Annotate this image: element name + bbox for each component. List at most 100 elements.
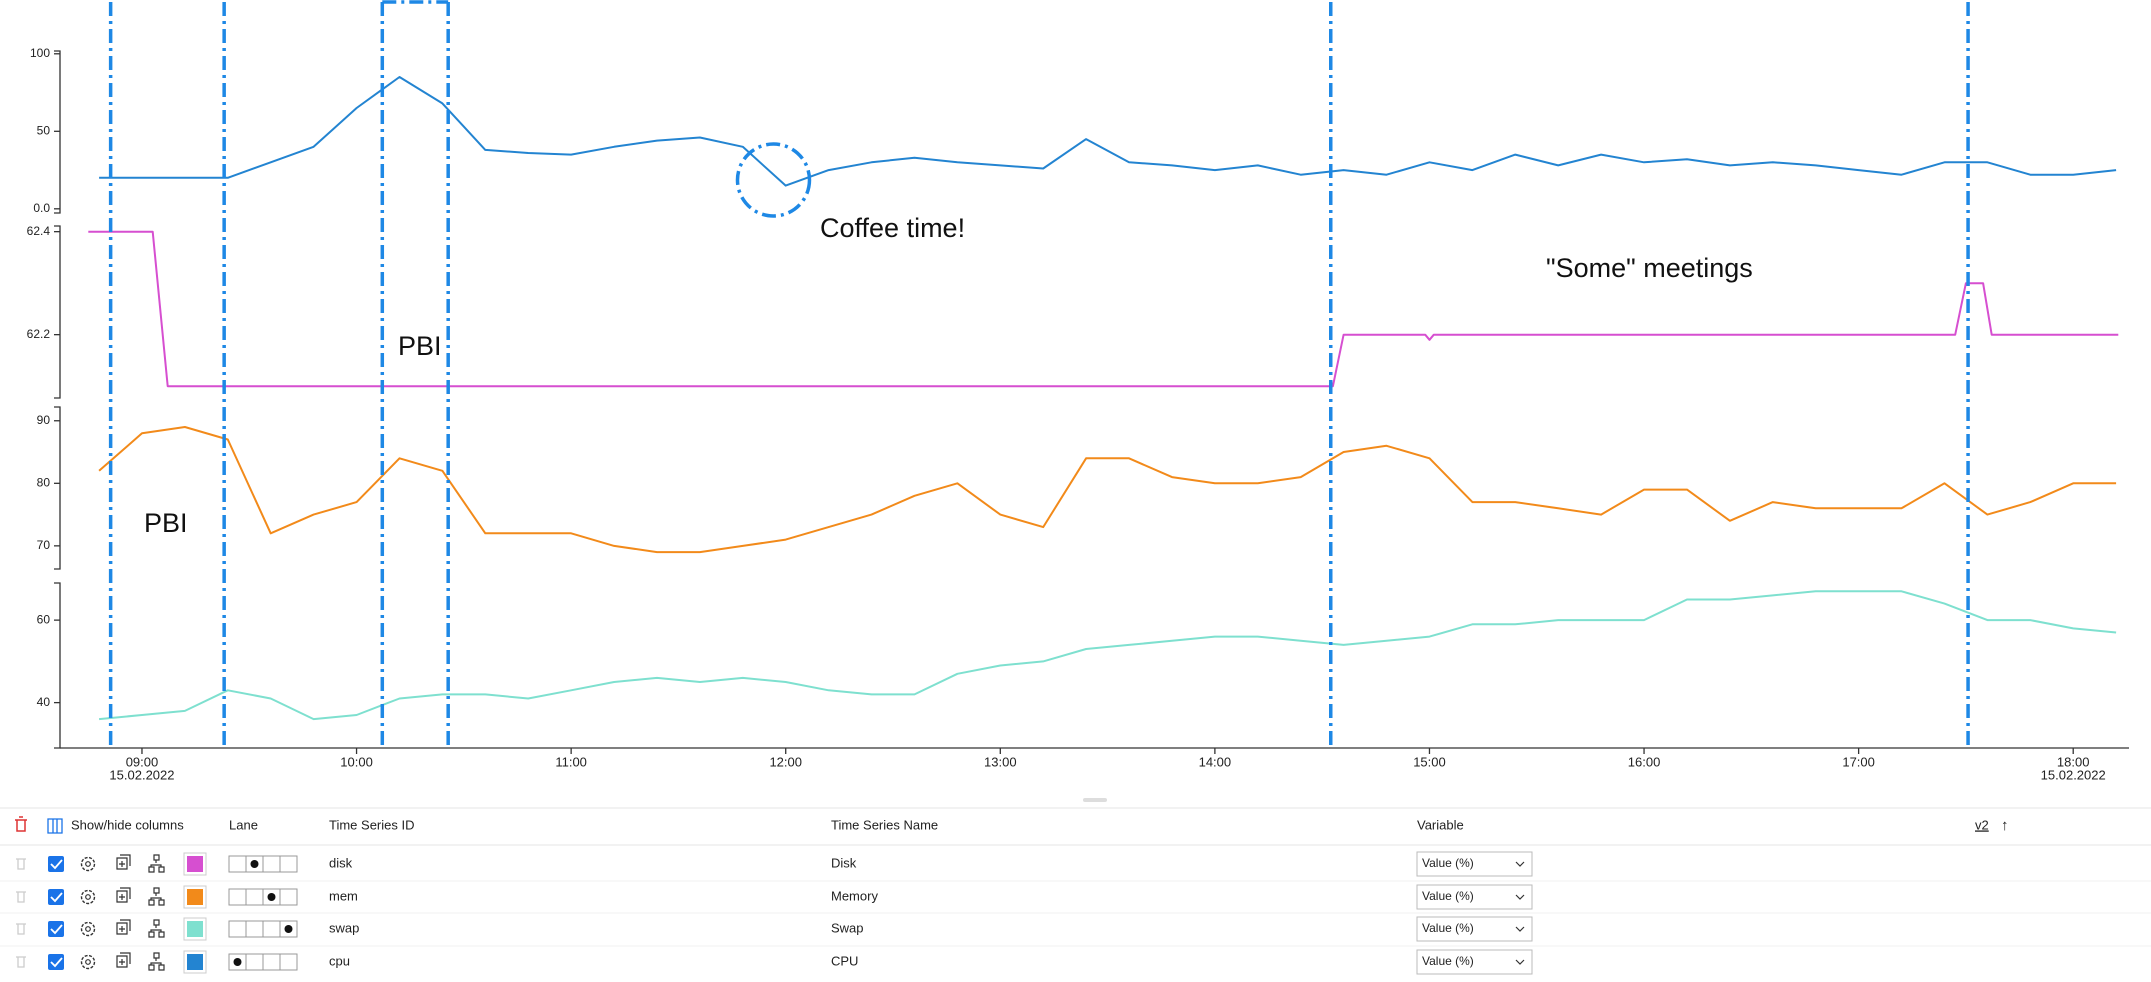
series-name: Memory xyxy=(831,888,878,903)
y-tick-label: 90 xyxy=(37,413,51,427)
settings-hub xyxy=(85,894,91,900)
variable-dropdown[interactable]: Value (%) xyxy=(1416,916,1533,942)
y-tick-label: 0.0 xyxy=(33,201,50,215)
column-header[interactable]: Time Series Name xyxy=(831,817,938,832)
sort-arrow[interactable]: ↑ xyxy=(2001,817,2009,834)
settings-icon[interactable] xyxy=(80,921,96,937)
x-tick-label: 18:00 xyxy=(2057,754,2090,769)
annotation: Coffee time! xyxy=(820,213,965,243)
duplicate-icon[interactable] xyxy=(116,887,131,903)
lane-dot xyxy=(233,958,242,966)
dropdown-value: Value (%) xyxy=(1422,954,1474,968)
column-header[interactable]: Variable xyxy=(1417,817,1464,832)
settings-hub xyxy=(85,959,91,965)
lane-dot xyxy=(250,860,259,868)
x-tick-label: 12:00 xyxy=(769,754,802,769)
y-tick-label: 50 xyxy=(37,123,51,137)
annotation: PBI xyxy=(398,331,442,361)
show-hide-columns[interactable]: Show/hide columns xyxy=(47,817,184,834)
visible-checkbox[interactable] xyxy=(48,954,64,970)
x-tick-label: 14:00 xyxy=(1199,754,1232,769)
lane-box[interactable] xyxy=(262,855,281,873)
duplicate-icon[interactable] xyxy=(116,919,131,935)
chevron xyxy=(1515,894,1525,900)
series-name: CPU xyxy=(831,953,858,968)
hierarchy-icon[interactable] xyxy=(148,854,165,873)
variable-dropdown[interactable]: Value (%) xyxy=(1416,851,1533,877)
hierarchy-icon[interactable] xyxy=(148,952,165,971)
y-tick-label: 62.2 xyxy=(27,327,51,341)
y-axis xyxy=(54,406,61,570)
sort-column[interactable]: v2 xyxy=(1975,817,1989,832)
check xyxy=(50,859,63,870)
y-tick-label: 60 xyxy=(37,612,51,626)
duplicate-icon[interactable] xyxy=(116,952,131,968)
y-axis xyxy=(54,225,61,399)
dropdown-box xyxy=(1416,949,1533,975)
dropdown-value: Value (%) xyxy=(1422,889,1474,903)
lane-box[interactable] xyxy=(279,855,298,873)
lane-box[interactable] xyxy=(245,888,264,906)
annotation: PBI xyxy=(144,508,188,538)
chevron xyxy=(1515,959,1525,965)
x-tick-label: 17:00 xyxy=(1842,754,1875,769)
settings-icon[interactable] xyxy=(80,856,96,872)
hierarchy-icon[interactable] xyxy=(148,919,165,938)
variable-dropdown[interactable]: Value (%) xyxy=(1416,884,1533,910)
row-delete[interactable] xyxy=(16,858,26,870)
dropdown-box xyxy=(1416,884,1533,910)
y-tick-label: 100 xyxy=(30,46,50,60)
lane-box[interactable] xyxy=(279,953,298,971)
color-swatch xyxy=(187,921,203,937)
color-swatch xyxy=(187,889,203,905)
y-axis xyxy=(54,582,61,749)
lane-box[interactable] xyxy=(279,888,298,906)
lane-box[interactable] xyxy=(245,953,264,971)
visible-checkbox[interactable] xyxy=(48,921,64,937)
series-line xyxy=(88,230,2119,388)
icon xyxy=(15,816,27,832)
splitter-handle[interactable] xyxy=(1083,798,1107,802)
series-id: mem xyxy=(329,888,358,903)
x-tick-label: 13:00 xyxy=(984,754,1017,769)
series-name: Swap xyxy=(831,920,864,935)
lane-box[interactable] xyxy=(262,953,281,971)
lane-box[interactable] xyxy=(262,920,281,938)
x-tick-label: 16:00 xyxy=(1628,754,1661,769)
lane-box[interactable] xyxy=(228,855,247,873)
column-header[interactable]: Time Series ID xyxy=(329,817,414,832)
series-line xyxy=(99,76,2117,187)
x-tick-date: 15.02.2022 xyxy=(2041,767,2106,782)
marker-circle xyxy=(735,142,812,218)
column-header[interactable]: Lane xyxy=(229,817,258,832)
x-tick-label: 15:00 xyxy=(1413,754,1446,769)
settings-icon[interactable] xyxy=(80,954,96,970)
series-id: cpu xyxy=(329,953,350,968)
check xyxy=(50,924,63,935)
variable-dropdown[interactable]: Value (%) xyxy=(1416,949,1533,975)
settings-hub xyxy=(85,926,91,932)
settings-icon[interactable] xyxy=(80,889,96,905)
hierarchy-icon[interactable] xyxy=(148,887,165,906)
dropdown-value: Value (%) xyxy=(1422,921,1474,935)
row-delete[interactable] xyxy=(16,891,26,903)
y-tick-label: 40 xyxy=(37,695,51,709)
dropdown-box xyxy=(1416,916,1533,942)
lane-dot xyxy=(284,925,293,933)
visible-checkbox[interactable] xyxy=(48,856,64,872)
settings-hub xyxy=(85,861,91,867)
visible-checkbox[interactable] xyxy=(48,889,64,905)
lane-box[interactable] xyxy=(245,920,264,938)
icon xyxy=(47,818,63,834)
trash-all[interactable] xyxy=(15,816,27,832)
lane-box[interactable] xyxy=(228,888,247,906)
row-delete[interactable] xyxy=(16,923,26,935)
color-swatch xyxy=(187,856,203,872)
lane-box[interactable] xyxy=(228,920,247,938)
row-delete[interactable] xyxy=(16,956,26,968)
duplicate-icon[interactable] xyxy=(116,854,131,870)
y-tick-label: 70 xyxy=(37,538,51,552)
color-swatch xyxy=(187,954,203,970)
x-tick-label: 10:00 xyxy=(340,754,373,769)
x-tick-date: 15.02.2022 xyxy=(109,767,174,782)
